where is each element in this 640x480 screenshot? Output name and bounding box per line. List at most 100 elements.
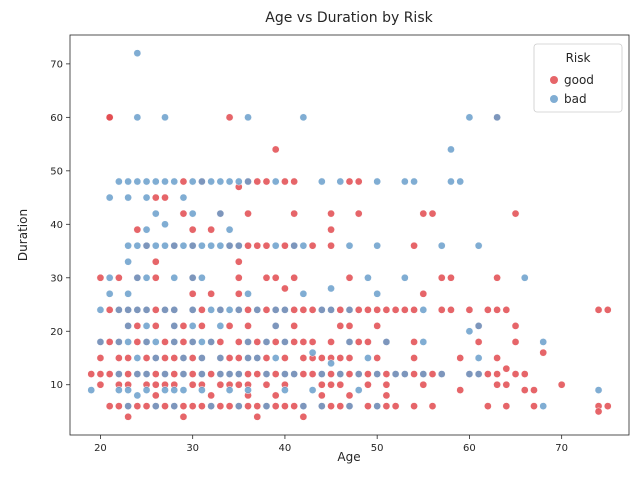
point-bad-145 — [354, 370, 363, 378]
point-bad-170 — [170, 402, 179, 410]
point-good-240 — [456, 386, 465, 394]
point-bad-120 — [133, 354, 142, 362]
point-bad-4 — [299, 113, 308, 122]
point-bad-142 — [290, 370, 298, 378]
point-good-294 — [382, 391, 391, 400]
point-bad-148 — [401, 370, 409, 378]
point-good-20 — [428, 209, 437, 218]
point-good-94 — [437, 306, 446, 314]
point-bad-42 — [142, 241, 151, 250]
point-bad-56 — [345, 241, 354, 250]
point-bad-144 — [336, 370, 345, 378]
point-good-16 — [161, 193, 169, 202]
point-good-72 — [198, 306, 206, 314]
point-good-26 — [133, 225, 142, 234]
point-bad-43 — [151, 241, 160, 250]
point-bad-161 — [225, 386, 234, 394]
point-good-104 — [151, 322, 160, 330]
point-good-10 — [281, 177, 289, 186]
point-bad-130 — [474, 354, 483, 362]
point-bad-23 — [317, 177, 326, 186]
point-good-199 — [327, 370, 335, 378]
point-bad-16 — [198, 177, 206, 186]
point-good-205 — [382, 370, 391, 378]
y-tick-label: 40 — [50, 220, 63, 231]
point-bad-30 — [105, 193, 114, 202]
point-bad-15 — [188, 177, 197, 186]
point-bad-169 — [151, 402, 160, 410]
point-good-247 — [115, 402, 123, 410]
point-good-246 — [105, 402, 114, 410]
point-bad-82 — [170, 306, 179, 314]
point-bad-50 — [216, 241, 225, 250]
point-good-57 — [493, 273, 501, 282]
point-bad-87 — [234, 306, 243, 314]
point-bad-29 — [456, 177, 465, 186]
point-bad-116 — [345, 338, 354, 346]
point-good-114 — [373, 322, 382, 330]
point-good-174 — [96, 370, 105, 378]
point-bad-24 — [336, 177, 345, 186]
point-good-46 — [115, 273, 123, 282]
point-good-88 — [364, 306, 372, 314]
point-good-262 — [253, 402, 262, 410]
point-bad-100 — [271, 322, 280, 330]
point-good-197 — [308, 370, 317, 378]
point-bad-94 — [419, 306, 428, 314]
point-bad-122 — [179, 354, 188, 362]
point-bad-53 — [271, 241, 280, 250]
point-good-134 — [290, 338, 298, 346]
point-bad-6 — [493, 113, 501, 122]
point-good-196 — [299, 370, 308, 378]
point-bad-163 — [281, 386, 289, 394]
point-good-143 — [474, 338, 483, 346]
point-bad-101 — [474, 322, 483, 330]
point-good-61 — [234, 289, 243, 298]
point-bad-96 — [142, 322, 151, 330]
point-bad-156 — [142, 386, 151, 394]
point-good-137 — [327, 338, 335, 346]
point-good-18 — [354, 209, 363, 218]
point-bad-62 — [133, 273, 142, 282]
point-good-97 — [484, 306, 492, 314]
point-good-151 — [161, 354, 169, 362]
legend: Risk good bad — [533, 43, 623, 113]
point-good-218 — [520, 370, 529, 378]
point-good-31 — [253, 241, 262, 250]
point-good-63 — [105, 306, 114, 314]
point-good-35 — [327, 241, 335, 250]
point-bad-64 — [170, 273, 179, 282]
x-axis-label: Age — [337, 450, 360, 464]
point-good-34 — [308, 241, 317, 250]
point-bad-2 — [161, 113, 169, 122]
point-good-168 — [345, 354, 354, 362]
point-good-232 — [262, 380, 271, 389]
point-bad-106 — [142, 338, 151, 346]
point-good-109 — [244, 322, 252, 330]
point-good-215 — [493, 370, 501, 378]
point-bad-73 — [299, 289, 308, 298]
point-good-130 — [253, 338, 262, 346]
point-good-56 — [447, 273, 455, 282]
point-bad-14 — [170, 177, 179, 186]
y-tick-label: 70 — [50, 59, 63, 70]
point-bad-147 — [391, 370, 400, 378]
point-bad-80 — [142, 306, 151, 314]
point-bad-111 — [207, 338, 215, 346]
legend-marker-good — [550, 76, 558, 84]
point-bad-159 — [179, 386, 188, 394]
point-good-169 — [373, 354, 382, 362]
point-bad-32 — [142, 193, 151, 202]
point-good-127 — [216, 338, 225, 346]
x-tick-label: 60 — [463, 443, 476, 454]
point-bad-102 — [465, 327, 474, 336]
point-good-259 — [225, 402, 234, 410]
point-bad-48 — [198, 241, 206, 250]
point-bad-154 — [115, 386, 123, 394]
point-bad-117 — [382, 338, 391, 346]
point-good-173 — [87, 370, 96, 378]
point-good-266 — [290, 402, 298, 410]
point-good-82 — [308, 306, 317, 314]
x-axis: 20 30 40 50 60 70 — [94, 435, 568, 454]
point-good-184 — [188, 370, 197, 378]
